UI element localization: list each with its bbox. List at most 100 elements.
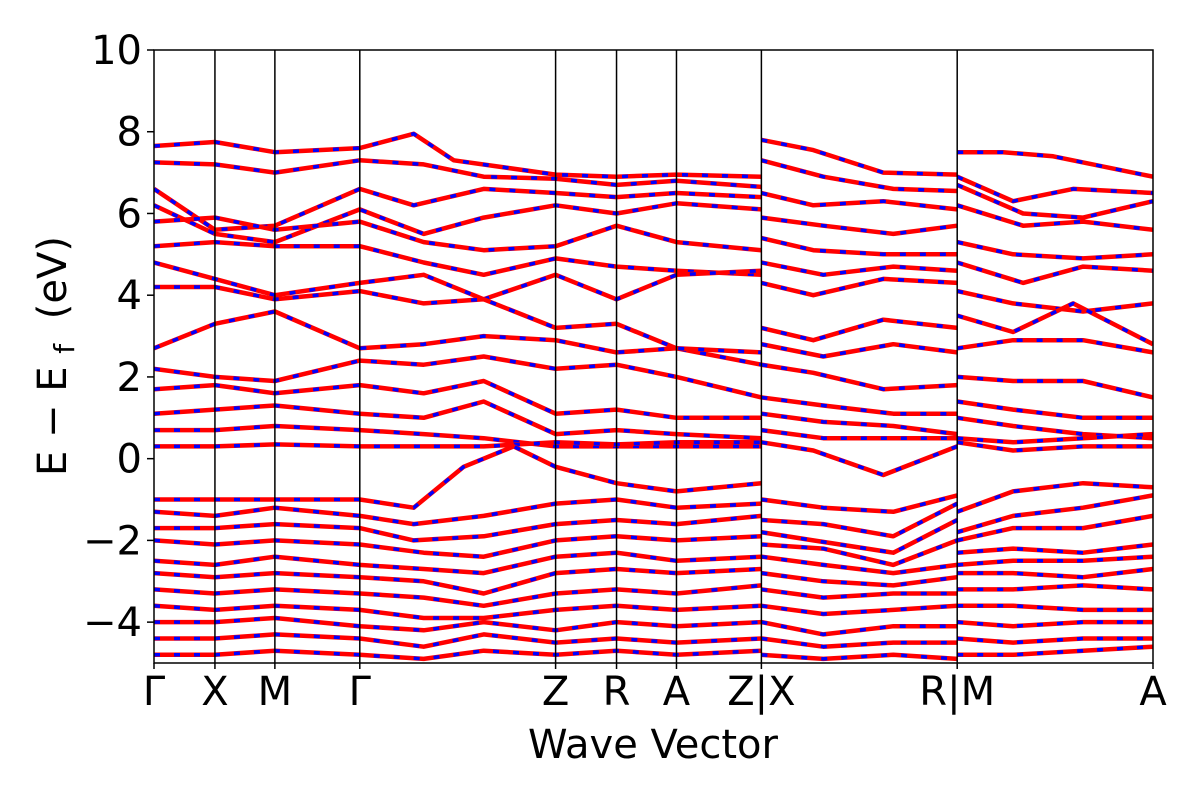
band-13-segment-0-solid xyxy=(154,440,762,449)
bands-layer xyxy=(154,131,1153,662)
x-tick-label-5: R xyxy=(603,669,631,715)
band-22-segment-2-dashed xyxy=(957,620,1153,628)
band-0-segment-2-dashed xyxy=(957,150,1153,179)
band-5-segment-0-dashed xyxy=(154,240,762,277)
band-23-segment-0-dashed xyxy=(154,632,762,649)
x-tick-label-8: R|M xyxy=(919,669,995,715)
y-axis-label: E − E f (eV) xyxy=(30,236,84,476)
band-1-segment-1-solid xyxy=(760,158,958,194)
band-15-segment-2-dashed xyxy=(956,493,1153,534)
band-6-segment-1-dashed xyxy=(760,277,958,297)
x-tick-label-1: X xyxy=(201,669,228,715)
band-1-segment-2-dashed xyxy=(956,175,1153,204)
y-tick-label-1: −2 xyxy=(83,518,142,564)
y-tick-label-4: 4 xyxy=(117,273,142,319)
band-23-segment-1-dashed xyxy=(761,636,958,649)
band-11-segment-1-dashed xyxy=(761,411,958,436)
band-10-segment-1-dashed xyxy=(761,395,958,416)
x-tick-label-0: Γ xyxy=(143,669,166,715)
band-3-segment-2-dashed xyxy=(956,203,1153,232)
plot-frame xyxy=(153,49,1154,664)
band-19-segment-2-dashed xyxy=(957,567,1153,579)
band-10-segment-2-dashed xyxy=(956,399,1153,420)
band-9-segment-1-dashed xyxy=(761,362,958,391)
band-14-segment-0-dashed xyxy=(154,444,762,510)
x-tick-label-2: M xyxy=(258,669,293,715)
band-21-segment-1-dashed xyxy=(761,604,958,616)
y-tick-label-6: 8 xyxy=(117,110,142,156)
y-axis-ticks: −4 −2 0 2 4 6 8 10 xyxy=(83,28,154,646)
y-tick-label-7: 10 xyxy=(91,28,142,74)
x-axis-ticks: Γ X M Γ Z R A Z|X R|M A xyxy=(143,663,1167,715)
band-8-segment-0-solid xyxy=(154,309,762,355)
band-6-segment-0-solid xyxy=(154,260,762,302)
band-1-segment-0-dashed xyxy=(154,158,762,189)
x-tick-label-6: A xyxy=(663,669,691,715)
band-24-segment-0-dashed xyxy=(154,648,762,661)
band-12-segment-1-dashed xyxy=(761,428,958,440)
band-16-segment-1-solid xyxy=(761,517,959,555)
y-tick-label-2: 0 xyxy=(117,437,142,483)
x-tick-label-7: Z|X xyxy=(727,669,795,715)
band-17-segment-1-solid xyxy=(761,538,959,568)
band-4-segment-1-dashed xyxy=(760,236,958,257)
band-15-segment-1-solid xyxy=(761,501,959,539)
band-2-segment-0-dashed xyxy=(154,187,762,232)
y-tick-label-5: 6 xyxy=(117,191,142,237)
y-axis-label-subscript: f xyxy=(48,343,81,354)
band-14-segment-2-dashed xyxy=(956,481,1153,514)
band-12-segment-2-dashed xyxy=(957,432,1153,445)
band-19-segment-1-dashed xyxy=(761,571,958,588)
x-axis-label: Wave Vector xyxy=(528,722,779,768)
band-5-segment-2-dashed xyxy=(956,260,1153,285)
y-tick-label-3: 2 xyxy=(117,355,142,401)
band-23-segment-2-dashed xyxy=(957,636,1153,645)
band-9-segment-0-dashed xyxy=(154,354,762,400)
band-2-segment-1-dashed xyxy=(760,191,958,212)
band-0-segment-1-dashed xyxy=(761,138,958,177)
y-axis-label-main: E − E xyxy=(30,366,76,476)
y-tick-label-0: −4 xyxy=(83,600,142,646)
band-15-segment-0-solid xyxy=(154,497,762,527)
band-20-segment-0-dashed xyxy=(154,583,762,608)
y-axis-label-unit: (eV) xyxy=(30,236,76,319)
band-7-segment-1-dashed xyxy=(760,317,958,343)
band-19-segment-0-dashed xyxy=(154,567,762,596)
band-18-segment-2-dashed xyxy=(957,554,1153,567)
band-13-segment-2-dashed xyxy=(956,440,1153,453)
band-17-segment-2-dashed xyxy=(957,542,1153,555)
kpoint-dividers xyxy=(214,50,958,663)
band-8-segment-2-dashed xyxy=(956,338,1153,355)
x-tick-label-3: Γ xyxy=(349,669,372,715)
band-18-segment-1-dashed xyxy=(761,554,958,575)
band-3-segment-0-solid xyxy=(154,201,762,245)
band-9-segment-2-dashed xyxy=(957,375,1153,400)
band-12-segment-0-dashed xyxy=(154,424,762,449)
band-20-segment-2-dashed xyxy=(957,583,1153,592)
band-22-segment-1-dashed xyxy=(761,620,958,637)
band-21-segment-0-dashed xyxy=(154,604,762,620)
band-4-segment-2-dashed xyxy=(956,240,1153,261)
band-20-segment-1-dashed xyxy=(761,587,958,600)
band-8-segment-1-solid xyxy=(760,341,958,359)
band-24-segment-1-solid xyxy=(761,652,958,662)
band-16-segment-2-dashed xyxy=(956,514,1153,543)
band-24-segment-2-dashed xyxy=(957,644,1153,657)
x-tick-label-9: A xyxy=(1139,669,1167,715)
band-0-segment-0-dashed xyxy=(154,131,762,179)
band-24-segment-1-dashed xyxy=(761,653,958,661)
band-14-segment-1-dashed xyxy=(761,493,958,514)
x-tick-label-4: Z xyxy=(542,669,569,715)
band-21-segment-2-dashed xyxy=(957,604,1153,612)
band-11-segment-0-dashed xyxy=(154,399,762,440)
band-7-segment-0-dashed xyxy=(154,285,762,367)
band-5-segment-1-dashed xyxy=(761,260,958,277)
band-3-segment-1-dashed xyxy=(761,215,958,236)
band-16-segment-0-solid xyxy=(154,513,762,543)
band-6-segment-2-dashed xyxy=(956,289,1153,314)
band-13-segment-1-solid xyxy=(761,440,959,478)
band-2-segment-2-dashed xyxy=(956,183,1153,220)
band-17-segment-0-dashed xyxy=(154,534,762,559)
